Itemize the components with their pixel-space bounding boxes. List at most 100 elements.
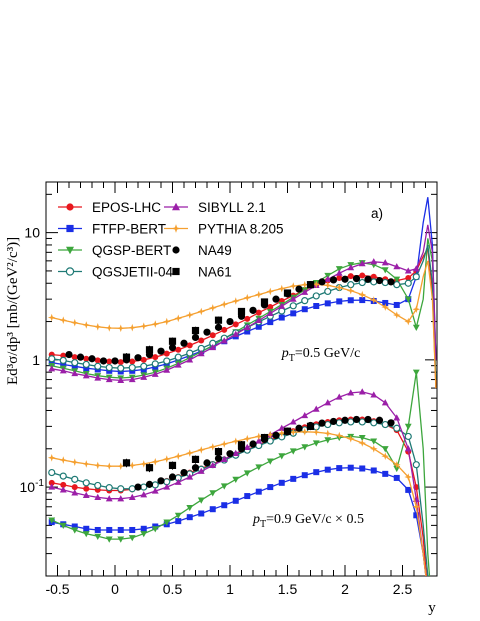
y-axis-label: Ed³σ/dp³ [mb/(GeV²/c³)] xyxy=(5,237,21,385)
marker xyxy=(226,450,234,458)
marker xyxy=(162,455,171,463)
marker xyxy=(171,224,181,233)
marker xyxy=(106,358,113,365)
marker xyxy=(151,487,159,494)
marker xyxy=(59,316,67,324)
marker xyxy=(117,324,125,333)
marker xyxy=(128,535,136,542)
marker xyxy=(209,490,217,497)
marker xyxy=(255,437,263,444)
marker xyxy=(336,274,343,281)
marker xyxy=(324,300,331,307)
marker xyxy=(255,316,263,324)
marker xyxy=(82,491,90,499)
marker xyxy=(186,356,194,363)
marker xyxy=(221,502,228,509)
marker xyxy=(94,357,101,364)
legend-entry: NA49 xyxy=(172,243,232,258)
legend-entry: PYTHIA 8.205 xyxy=(164,222,284,237)
marker xyxy=(157,347,165,355)
marker xyxy=(341,275,349,283)
marker xyxy=(197,349,205,357)
marker xyxy=(94,533,102,540)
marker xyxy=(139,322,148,330)
marker xyxy=(266,309,274,316)
marker xyxy=(198,337,205,344)
legend-label: QGSJETII-04 xyxy=(92,265,174,280)
marker xyxy=(382,470,389,477)
series-qgsp-bert xyxy=(48,369,431,576)
marker xyxy=(163,519,171,526)
marker xyxy=(272,295,280,303)
legend-label: PYTHIA 8.205 xyxy=(198,222,284,237)
marker xyxy=(209,343,217,351)
annotation: pT=0.9 GeV/c × 0.5 xyxy=(252,512,364,530)
marker xyxy=(197,497,205,504)
marker xyxy=(370,419,378,427)
marker xyxy=(404,317,413,326)
marker xyxy=(175,346,182,353)
legend: EPOS-LHC FTFP-BERT QGSP-BERT QGSJETII-04 SIB… xyxy=(58,200,284,280)
marker xyxy=(203,328,211,336)
marker xyxy=(412,305,421,313)
marker xyxy=(272,431,280,439)
marker xyxy=(65,350,73,359)
series-sibyll-2-1 xyxy=(48,224,437,383)
marker xyxy=(352,415,361,424)
marker xyxy=(197,467,205,474)
marker xyxy=(174,361,182,368)
marker xyxy=(393,424,401,432)
marker xyxy=(172,202,180,211)
marker xyxy=(324,287,332,296)
marker xyxy=(186,514,193,521)
marker xyxy=(347,297,354,304)
x-tick-label: 1 xyxy=(226,581,234,597)
marker xyxy=(128,363,136,372)
marker xyxy=(71,318,79,327)
marker xyxy=(168,343,177,352)
marker xyxy=(117,376,125,383)
marker xyxy=(209,332,216,339)
panel-label: a) xyxy=(371,206,383,221)
marker xyxy=(324,281,332,290)
marker xyxy=(59,367,67,374)
legend-label: QGSP-BERT xyxy=(92,243,171,258)
marker xyxy=(180,468,188,477)
legend-label: EPOS-LHC xyxy=(92,200,161,215)
data-na61 xyxy=(122,281,315,362)
marker xyxy=(404,423,412,430)
marker xyxy=(111,357,119,365)
marker xyxy=(140,491,148,498)
marker xyxy=(393,460,401,469)
marker xyxy=(71,484,78,491)
marker xyxy=(381,420,389,429)
marker xyxy=(404,267,412,274)
marker xyxy=(71,354,78,361)
marker xyxy=(139,460,148,468)
marker xyxy=(220,440,228,448)
marker xyxy=(346,286,355,295)
marker xyxy=(359,272,366,279)
marker xyxy=(168,461,177,470)
marker xyxy=(412,324,420,331)
marker xyxy=(163,357,171,365)
marker xyxy=(60,352,67,359)
marker xyxy=(59,486,67,493)
annotation: pT=0.5 GeV/c xyxy=(281,346,361,364)
marker xyxy=(358,439,367,447)
marker xyxy=(413,512,420,519)
marker xyxy=(243,470,251,477)
marker xyxy=(289,418,297,425)
marker xyxy=(412,503,421,511)
marker xyxy=(283,427,292,435)
legend-label: FTFP-BERT xyxy=(92,222,166,237)
marker xyxy=(94,362,102,370)
marker xyxy=(358,260,366,267)
marker xyxy=(94,323,102,331)
marker xyxy=(359,297,366,304)
marker xyxy=(412,265,420,272)
marker xyxy=(66,203,74,211)
y-tick-label: 10-1 xyxy=(20,478,45,495)
marker xyxy=(151,481,159,489)
